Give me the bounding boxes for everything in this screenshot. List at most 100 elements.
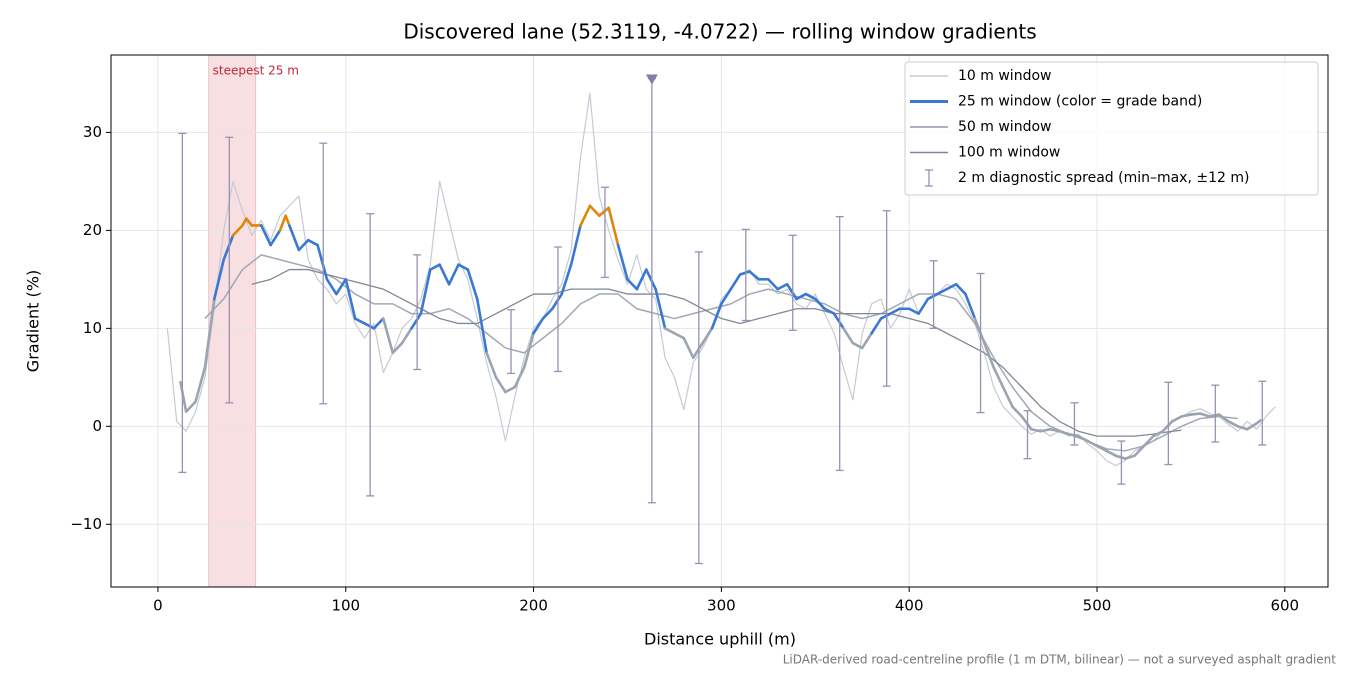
line-segment	[1029, 427, 1042, 433]
line-segment	[813, 297, 826, 311]
line-segment	[607, 206, 620, 247]
line-segment	[776, 282, 789, 291]
y-tick-label: −10	[70, 515, 102, 533]
error-bar	[553, 246, 562, 373]
legend-label: 100 m window	[958, 145, 1060, 161]
error-bar	[507, 309, 516, 375]
line-segment	[1189, 412, 1202, 416]
error-bar	[1023, 409, 1032, 460]
line-segment	[212, 258, 225, 301]
line-segment	[466, 268, 479, 301]
y-tick-label: 20	[83, 221, 102, 239]
line-segment	[344, 278, 357, 320]
x-tick-label: 600	[1270, 597, 1299, 615]
line-segment	[541, 307, 554, 320]
line-segment	[1170, 415, 1183, 423]
error-bar	[694, 251, 703, 565]
line-segment	[729, 273, 742, 291]
line-segment	[194, 366, 207, 404]
line-segment	[382, 317, 395, 355]
highlight-label: steepest 25 m	[213, 64, 299, 78]
line-segment	[795, 292, 808, 301]
line-segment	[551, 292, 564, 311]
line-segment	[1142, 434, 1155, 448]
line-segment	[804, 292, 817, 301]
line-segment	[410, 312, 423, 330]
x-tick-label: 400	[895, 597, 924, 615]
error-bar	[1211, 384, 1220, 443]
line-segment	[494, 376, 507, 394]
line-segment	[860, 331, 873, 350]
line-segment	[569, 224, 582, 266]
error-bar	[413, 254, 422, 371]
line-segment	[748, 270, 761, 281]
error-bar	[1164, 381, 1173, 466]
error-bar	[178, 132, 187, 474]
line	[251, 268, 1182, 437]
line-segment	[1039, 427, 1052, 433]
line-segment	[907, 307, 920, 315]
x-tick-label: 500	[1083, 597, 1112, 615]
line-segment	[673, 331, 686, 340]
legend-label: 25 m window (color = grade band)	[958, 94, 1202, 110]
line-segment	[203, 297, 216, 369]
line-segment	[785, 282, 798, 301]
line-segment	[1161, 420, 1174, 433]
line-segment	[588, 204, 601, 217]
line-segment	[457, 263, 470, 271]
line-segment	[879, 312, 892, 320]
x-tick-label: 0	[153, 597, 163, 615]
error-bar	[366, 213, 375, 497]
line-segment	[1020, 415, 1033, 431]
line-segment	[306, 238, 319, 247]
line-segment	[1076, 434, 1089, 443]
line-segment	[635, 268, 648, 291]
line-segment	[936, 287, 949, 296]
line-segment	[284, 214, 291, 227]
line-segment	[316, 243, 329, 281]
legend-label: 10 m window	[958, 68, 1051, 84]
line-segment	[1001, 385, 1014, 409]
legend-label: 2 m diagnostic spread (min–max, ±12 m)	[958, 170, 1249, 186]
line-segment	[954, 282, 967, 296]
line-segment	[532, 317, 545, 335]
error-bar	[645, 74, 658, 504]
line-segment	[400, 327, 413, 345]
line-segment	[851, 341, 864, 350]
line-segment	[335, 278, 348, 296]
line-segment	[522, 331, 535, 369]
line-segment	[1114, 454, 1127, 460]
line-segment	[889, 307, 902, 315]
line-segment	[560, 263, 573, 296]
y-axis-label: Gradient (%)	[24, 270, 43, 372]
legend-label: 50 m window	[958, 119, 1051, 135]
line-segment	[644, 268, 657, 291]
line-segment	[1152, 429, 1165, 438]
error-bar	[600, 186, 609, 279]
y-tick-label: 0	[92, 417, 102, 435]
line-segment	[1058, 429, 1071, 436]
line-segment	[288, 224, 301, 252]
error-bar	[1117, 440, 1126, 485]
line-segment	[823, 307, 836, 315]
error-bar	[1070, 402, 1079, 446]
line-segment	[654, 287, 667, 330]
error-bar	[788, 234, 797, 331]
line-segment	[842, 327, 855, 345]
line-segment	[222, 233, 235, 262]
chart-title: Discovered lane (52.3119, -4.0722) — rol…	[403, 20, 1036, 44]
line-segment	[1048, 427, 1061, 433]
line-segment	[945, 282, 958, 291]
line-segment	[710, 302, 723, 330]
error-bar	[976, 272, 985, 414]
line-segment	[1095, 444, 1108, 453]
legend-box	[904, 61, 1319, 196]
y-tick-label: 10	[83, 319, 102, 337]
line-segment	[269, 229, 282, 247]
line-segment	[184, 400, 197, 413]
line-segment	[504, 385, 517, 394]
line-segment	[626, 278, 639, 291]
line-segment	[1105, 449, 1118, 458]
line	[166, 92, 1276, 467]
